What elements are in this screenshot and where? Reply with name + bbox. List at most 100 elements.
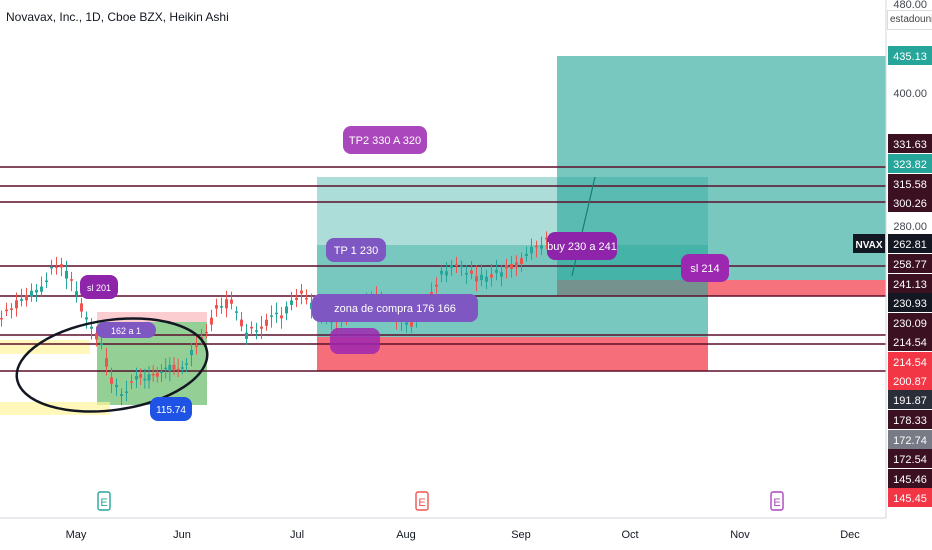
candle-body [445,271,448,276]
buy-range-label: buy 230 a 241 [547,241,617,253]
x-tick: Sep [511,529,531,541]
candle-body [125,391,128,394]
candle-body [35,289,38,293]
price-tag-bg [888,254,932,273]
buy-range-label-bubble [547,232,617,260]
price-tag-bg [888,274,932,293]
candle-body [75,291,78,296]
candle-body [440,270,443,275]
price-tag: 172.54 [893,454,927,466]
candle-body [155,372,159,377]
candle-body [176,368,180,371]
candle-body [290,300,293,305]
price-tag: 258.77 [893,259,927,271]
x-tick: Oct [621,529,638,541]
candle-body [50,266,53,269]
price-tag-bg [888,154,932,173]
candle-body [305,297,308,300]
sl-201-label-bubble [80,275,118,299]
candle-body [230,299,233,304]
candle-body [515,262,518,268]
candle-body [490,274,493,278]
candle-body [100,343,103,346]
candle-body [275,312,278,315]
candle-body [485,276,488,282]
candle-body [405,322,408,325]
sl-214-label-bubble [681,254,729,282]
candle-body [55,266,58,268]
candle-body [245,332,248,339]
candle-body [270,315,273,317]
candle-body [151,374,155,376]
candle-body [80,303,83,312]
price-tag-bg [888,352,932,371]
price-tag: 145.45 [893,493,927,505]
tp1-label-bubble [326,238,386,262]
candle-body [115,384,118,388]
exchange-badge: estadounic [887,10,932,30]
price-tag-bg [888,449,932,468]
time-axis [0,518,886,550]
candle-body [520,258,523,265]
price-tag-bg [888,332,932,351]
low-price-label-bubble [150,397,192,421]
price-tag-bg [888,430,932,449]
symbol-tag-bg [853,234,885,253]
candle-body [540,245,543,249]
price-tag-bg [888,234,932,253]
tp2-label-bubble [343,126,427,154]
candle-body [470,270,473,274]
candle-body [139,374,143,378]
candle-body [0,317,3,320]
candle-body [410,321,413,327]
price-tag-bg [888,469,932,488]
candle-body [265,319,268,326]
x-tick: Jun [173,529,191,541]
candle-body [235,311,238,313]
candle-body [168,364,172,372]
sl-201-label: sl 201 [87,283,111,293]
candle-body [25,295,28,301]
candle-body [480,274,483,280]
buy-zone-label-bubble [312,294,478,322]
candle-body [195,345,198,348]
candle-body [500,272,503,277]
price-tag: 145.46 [893,474,927,486]
candle-body [250,326,253,329]
price-tag-bg [888,390,932,409]
price-tag-bg [888,193,932,212]
candle-body [90,326,93,329]
candle-body [180,367,184,369]
x-tick: May [66,529,87,541]
price-tag: 331.63 [893,139,927,151]
earnings-marker: E [100,497,107,509]
candle-body [60,264,63,268]
candle-body [95,333,98,340]
price-tag-bg [888,410,932,429]
candle-body [525,253,528,256]
candle-body [160,371,163,373]
target-zone-upper [317,177,708,245]
price-tag: 230.09 [893,318,927,330]
candle-body [510,264,513,269]
candle-body [215,305,218,309]
candle-body [530,246,533,254]
price-tag: 315.58 [893,179,927,191]
price-tag: 230.93 [893,298,927,310]
candle-body [10,308,13,310]
price-tag-bg [888,293,932,312]
candle-body [535,245,538,248]
candle-body [495,269,498,273]
entry-range-label: 162 a 1 [111,326,141,336]
candle-body [30,290,33,297]
candle-body [475,276,478,282]
candle-body [143,378,147,381]
price-tag: 323.82 [893,159,927,171]
candle-body [285,306,288,314]
y-tick: 480.00 [893,0,927,11]
x-tick: Nov [730,529,750,541]
candle-body [505,265,508,269]
earnings-marker: E [773,497,780,509]
